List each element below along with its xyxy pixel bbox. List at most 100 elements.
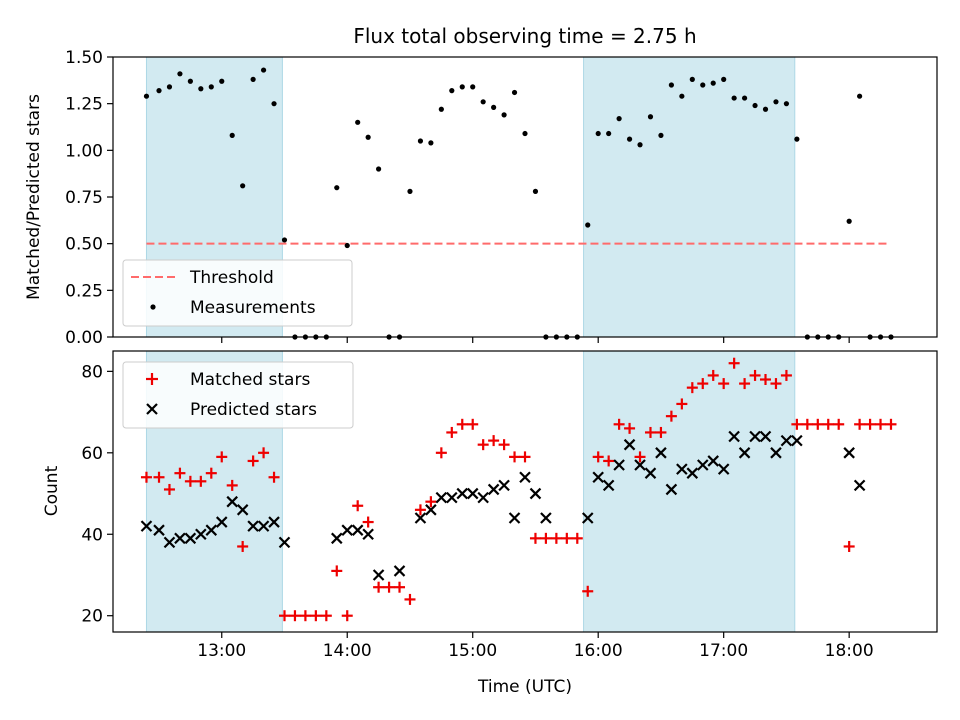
count-y-axis-label: Count (42, 465, 62, 516)
matched-star-point (760, 374, 772, 386)
predicted-star-point (341, 524, 354, 536)
matched-star-point (414, 504, 426, 516)
measurement-point (177, 71, 183, 77)
matched-star-point (686, 382, 698, 394)
measurement-point (470, 84, 476, 90)
predicted-star-point (153, 524, 165, 536)
predicted-star-point (174, 532, 186, 545)
predicted-star-point (655, 447, 667, 459)
matched-star-point (362, 516, 374, 528)
measurement-point (595, 130, 601, 137)
measurement-point (344, 242, 350, 249)
matched-star-point (258, 447, 270, 459)
predicted-star-point (717, 463, 730, 475)
predicted-star-point (446, 491, 458, 504)
matched-star-point (140, 471, 152, 483)
predicted-star-point (581, 512, 594, 524)
matched-star-point (352, 500, 364, 512)
matched-star-point (582, 585, 594, 597)
predicted-star-point (236, 504, 249, 516)
measurement-point (438, 106, 444, 112)
predicted-star-point (770, 447, 782, 459)
predicted-star-point (215, 516, 228, 528)
predicted-star-point (184, 532, 197, 545)
predicted-star-point (268, 516, 280, 528)
legend-matched-label: Matched stars (190, 370, 310, 390)
matched-star-point (770, 378, 782, 390)
measurement-point (198, 86, 204, 92)
measurement-point (355, 119, 361, 125)
predicted-star-point (435, 491, 448, 504)
predicted-star-point (163, 536, 176, 549)
figure-title: Flux total observing time = 2.75 h (353, 24, 696, 48)
legend-matched-swatch (146, 373, 158, 385)
measurement-point (187, 78, 193, 84)
predicted-star-point (487, 483, 500, 496)
matched-star-point (310, 610, 322, 622)
measurement-point (731, 95, 737, 101)
x-axis-label: Time (UTC) (477, 677, 572, 697)
ratio-x-ticks (221, 337, 850, 343)
predicted-star-point (508, 512, 521, 524)
ratio-y-axis-label: Matched/Predicted stars (24, 94, 44, 300)
matched-star-point (864, 418, 876, 430)
matched-star-point (634, 451, 646, 463)
predicted-star-point (372, 569, 385, 581)
measurement-point (143, 93, 150, 99)
matched-star-point (603, 455, 615, 467)
predicted-star-point (456, 487, 469, 500)
measurement-point (721, 76, 727, 82)
measurement-point (376, 166, 382, 172)
predicted-star-point (540, 512, 552, 524)
predicted-star-point (466, 487, 479, 500)
measurement-point (334, 185, 340, 191)
predicted-star-point (780, 434, 793, 447)
measurement-point (741, 95, 748, 101)
legend-measurements-label: Measurements (190, 298, 316, 318)
predicted-star-point (195, 528, 207, 541)
matched-star-point (278, 610, 290, 622)
predicted-star-point (592, 471, 604, 484)
predicted-star-point (853, 479, 866, 492)
predicted-star-point (414, 512, 427, 524)
matched-star-point (561, 532, 573, 544)
shade-interval-2 (583, 56, 796, 338)
matched-star-point (885, 418, 897, 430)
measurement-point (407, 188, 413, 194)
matched-star-point (299, 610, 311, 622)
matched-star-point (456, 418, 468, 430)
x-tick-label: 17:00 (699, 641, 748, 661)
predicted-star-point (257, 520, 270, 532)
matched-star-point (289, 610, 301, 622)
measurement-point (271, 101, 277, 107)
measurement-point (219, 78, 225, 84)
predicted-star-point (696, 459, 709, 471)
matched-star-point (467, 418, 479, 430)
measurement-point (491, 104, 497, 110)
y-tick-label: 1.50 (65, 48, 103, 68)
count-legend-box (122, 361, 354, 429)
predicted-star-point (362, 528, 374, 541)
count-x-ticks: 13:00 14:00 15:00 16:00 17:00 18:00 (197, 632, 874, 661)
measurement-point (480, 99, 486, 105)
predicted-star-point (749, 430, 761, 443)
measurement-point (752, 102, 758, 109)
predicted-star-point (791, 434, 803, 447)
matched-star-point (697, 378, 709, 390)
measurement-point (606, 130, 612, 137)
predicted-star-point (393, 565, 406, 577)
measurement-point (250, 76, 256, 82)
matched-star-point (174, 467, 186, 479)
matched-star-point (812, 418, 824, 430)
predicted-stars-series (140, 430, 866, 581)
measurement-point (428, 140, 434, 146)
measurement-point (700, 82, 706, 88)
measurement-point (156, 88, 162, 94)
matched-star-point (843, 540, 855, 552)
measurement-point (647, 114, 654, 120)
matched-star-point (320, 610, 332, 622)
matched-star-point (728, 357, 740, 369)
measurement-point (585, 222, 591, 228)
